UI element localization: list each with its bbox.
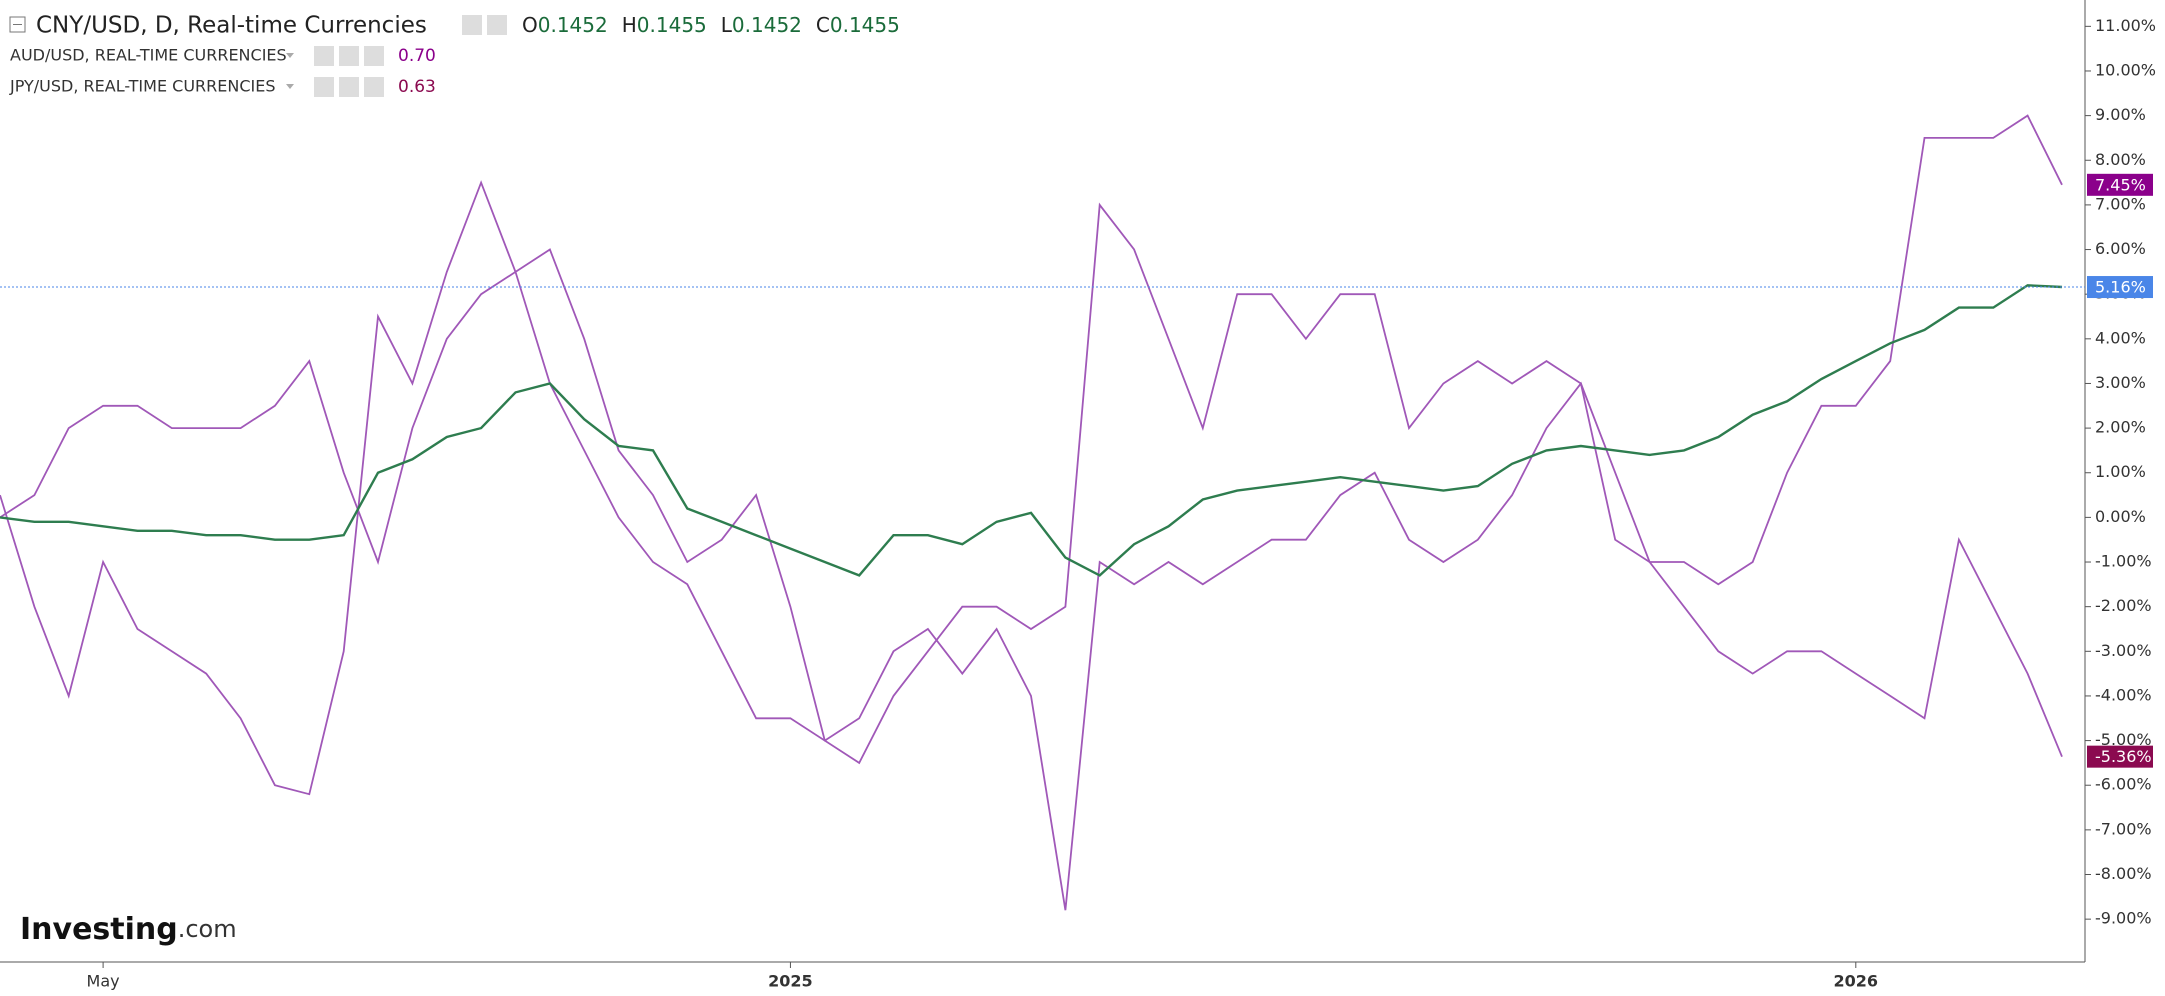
collapse-icon[interactable] bbox=[9, 16, 26, 33]
settings-icon[interactable] bbox=[487, 15, 507, 35]
legend-name: JPY/USD, REAL-TIME CURRENCIES bbox=[9, 77, 276, 96]
series-line bbox=[0, 114, 2063, 911]
logo-suffix: .com bbox=[178, 915, 237, 943]
y-tick-label: -3.00% bbox=[2095, 641, 2152, 660]
y-tick-label: 2.00% bbox=[2095, 418, 2146, 437]
y-tick-label: 3.00% bbox=[2095, 373, 2146, 392]
legend-icon[interactable] bbox=[364, 77, 384, 97]
legend-dropdown bbox=[286, 53, 294, 58]
x-tick-label: 2025 bbox=[768, 972, 813, 991]
y-tick-label: 11.00% bbox=[2095, 16, 2156, 35]
y-tick-label: -9.00% bbox=[2095, 909, 2152, 928]
logo: Investing.com bbox=[20, 912, 237, 947]
y-tick-label: 8.00% bbox=[2095, 150, 2146, 169]
ohlc-value: 0.1455 bbox=[637, 13, 707, 37]
end-badge bbox=[2087, 745, 2153, 768]
ohlc-key: O bbox=[522, 13, 538, 37]
y-tick-label: -5.00% bbox=[2095, 730, 2152, 749]
x-tick-label: 2026 bbox=[1834, 972, 1879, 991]
legend-icon[interactable] bbox=[314, 77, 334, 97]
legend: AUD/USD, REAL-TIME CURRENCIES 0.70 JPY/USD… bbox=[9, 46, 436, 97]
y-tick-label: 10.00% bbox=[2095, 60, 2156, 79]
main-symbol: CNY/USD, D, Real-time Currencies bbox=[36, 13, 427, 39]
y-tick-label: 9.00% bbox=[2095, 105, 2146, 124]
y-tick-label: -8.00% bbox=[2095, 864, 2152, 883]
end-badge bbox=[2087, 276, 2153, 299]
header: CNY/USD, D, Real-time Currencies O0.1452… bbox=[9, 13, 900, 39]
y-tick-label: -1.00% bbox=[2095, 552, 2152, 571]
ohlc-key: C bbox=[816, 13, 830, 37]
end-badge-label: 5.16% bbox=[2095, 278, 2146, 297]
y-tick-label: 1.00% bbox=[2095, 462, 2146, 481]
ohlc-key: L bbox=[721, 13, 733, 37]
y-tick-label: 7.00% bbox=[2095, 194, 2146, 213]
legend-dropdown bbox=[286, 84, 294, 89]
ohlc-key: H bbox=[622, 13, 637, 37]
y-tick-label: 4.00% bbox=[2095, 328, 2146, 347]
series-line bbox=[0, 202, 2063, 765]
legend-name: AUD/USD, REAL-TIME CURRENCIES bbox=[10, 46, 287, 65]
ohlc-value: 0.1452 bbox=[538, 13, 608, 37]
legend-icon[interactable] bbox=[339, 77, 359, 97]
y-tick-label: -2.00% bbox=[2095, 596, 2152, 615]
y-tick-label: -7.00% bbox=[2095, 819, 2152, 838]
x-tick-label: May bbox=[87, 972, 120, 991]
logo-text: Investing.com bbox=[20, 912, 237, 947]
legend-icon[interactable] bbox=[314, 46, 334, 66]
eye-icon[interactable] bbox=[462, 15, 482, 35]
series-line bbox=[0, 284, 2063, 577]
ohlc: O0.1452 H0.1455 L0.1452 C0.1455 bbox=[522, 13, 900, 37]
ohlc-value: 0.1455 bbox=[830, 13, 900, 37]
legend-icon[interactable] bbox=[339, 46, 359, 66]
legend-value: 0.70 bbox=[398, 46, 436, 66]
end-badge-label: -5.36% bbox=[2095, 747, 2152, 766]
legend-value: 0.63 bbox=[398, 77, 436, 97]
y-tick-label: 0.00% bbox=[2095, 507, 2146, 526]
end-badge-label: 7.45% bbox=[2095, 175, 2146, 194]
end-badge bbox=[2087, 173, 2153, 196]
y-tick-label: 6.00% bbox=[2095, 239, 2146, 258]
ohlc-value: 0.1452 bbox=[732, 13, 802, 37]
main-icons bbox=[462, 15, 507, 35]
y-tick-label: -4.00% bbox=[2095, 685, 2152, 704]
y-tick-label: -6.00% bbox=[2095, 775, 2152, 794]
legend-icon[interactable] bbox=[364, 46, 384, 66]
logo-brand: Investing bbox=[20, 912, 178, 947]
